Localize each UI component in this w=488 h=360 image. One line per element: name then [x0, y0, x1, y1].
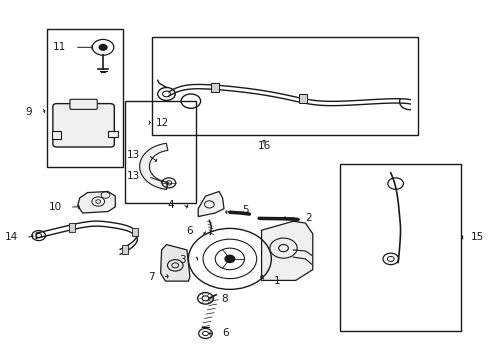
Polygon shape	[140, 143, 167, 189]
Text: 1: 1	[273, 276, 280, 286]
Text: 7: 7	[147, 272, 154, 282]
Text: 16: 16	[257, 141, 270, 151]
Polygon shape	[160, 244, 189, 281]
Text: 11: 11	[53, 42, 66, 52]
Bar	[339, 164, 461, 330]
Bar	[125, 101, 195, 203]
Bar	[299, 94, 306, 103]
Polygon shape	[261, 221, 312, 280]
Text: 3: 3	[179, 255, 185, 265]
Circle shape	[224, 255, 234, 262]
FancyBboxPatch shape	[70, 99, 97, 109]
Bar	[122, 245, 128, 253]
Text: 13: 13	[126, 150, 140, 160]
Text: 2: 2	[305, 213, 311, 222]
Text: 8: 8	[221, 294, 228, 304]
Text: 13: 13	[126, 171, 140, 181]
Text: 6: 6	[222, 328, 229, 338]
Text: 5: 5	[242, 206, 248, 216]
Circle shape	[99, 44, 107, 50]
Text: 12: 12	[156, 118, 169, 128]
Bar	[131, 228, 137, 237]
Text: 9: 9	[26, 107, 32, 117]
Bar	[69, 223, 75, 231]
Bar	[211, 83, 219, 92]
Polygon shape	[198, 192, 224, 217]
Text: 4: 4	[167, 200, 173, 210]
FancyBboxPatch shape	[53, 104, 114, 147]
Bar	[47, 30, 122, 167]
Polygon shape	[78, 192, 115, 213]
Text: 10: 10	[48, 202, 61, 212]
Text: 15: 15	[470, 232, 484, 242]
Text: 14: 14	[4, 232, 18, 242]
Bar	[108, 131, 118, 137]
Bar	[52, 131, 61, 139]
Text: 6: 6	[186, 226, 193, 236]
Bar	[152, 37, 417, 135]
